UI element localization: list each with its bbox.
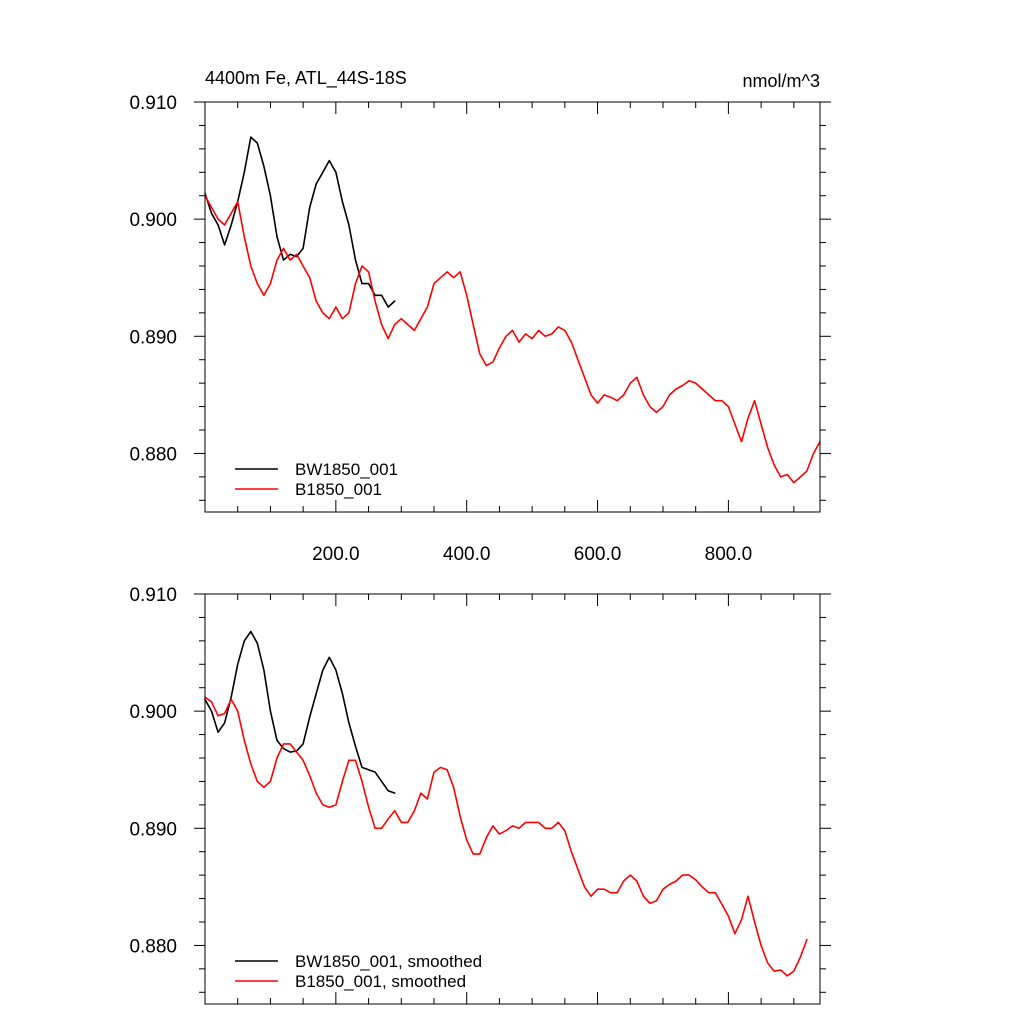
- top-x-tick-label: 200.0: [312, 544, 360, 565]
- bottom-panel: 0.880 0.890 0.900 0.910 BW1850_001, smoothe…: [129, 585, 831, 1005]
- bottom-y-tick-label: 0.890: [129, 819, 177, 840]
- top-panel: 4400m Fe, ATL_44S-18S nmol/m^3 0.880 0.89…: [129, 68, 831, 565]
- top-y-tick-label: 0.900: [129, 210, 177, 231]
- top-y-tick-label: 0.880: [129, 444, 177, 465]
- top-series-line-0: [204, 136, 396, 308]
- top-series-line-1: [204, 194, 821, 484]
- top-legend-label-0: BW1850_001: [295, 460, 398, 479]
- bottom-axis-ticks: [194, 593, 831, 1004]
- top-axis-ticks: [194, 101, 831, 512]
- top-y-tick-labels: 0.880 0.890 0.900 0.910: [129, 93, 177, 465]
- bottom-y-tick-label: 0.910: [129, 585, 177, 606]
- bottom-plot-frame: [204, 593, 821, 1005]
- bottom-series-line-0: [204, 630, 396, 794]
- bottom-legend-label-1: B1850_001, smoothed: [295, 972, 466, 991]
- bottom-y-tick-labels: 0.880 0.890 0.900 0.910: [129, 585, 177, 957]
- bottom-y-tick-label: 0.900: [129, 702, 177, 723]
- top-x-tick-label: 800.0: [705, 544, 753, 565]
- top-y-tick-label: 0.910: [129, 93, 177, 114]
- top-chart-units: nmol/m^3: [743, 71, 820, 91]
- top-x-tick-label: 600.0: [574, 544, 622, 565]
- top-legend-label-1: B1850_001: [295, 480, 382, 499]
- bottom-series-lines: [204, 630, 808, 977]
- top-x-tick-labels: 200.0 400.0 600.0 800.0: [312, 544, 752, 565]
- bottom-legend-label-0: BW1850_001, smoothed: [295, 952, 482, 971]
- bottom-series-line-1: [204, 696, 808, 977]
- top-chart-title: 4400m Fe, ATL_44S-18S: [205, 68, 407, 89]
- top-x-tick-label: 400.0: [443, 544, 491, 565]
- top-plot-frame: [204, 101, 821, 513]
- bottom-y-tick-label: 0.880: [129, 936, 177, 957]
- top-y-tick-label: 0.890: [129, 327, 177, 348]
- top-series-lines: [204, 136, 821, 484]
